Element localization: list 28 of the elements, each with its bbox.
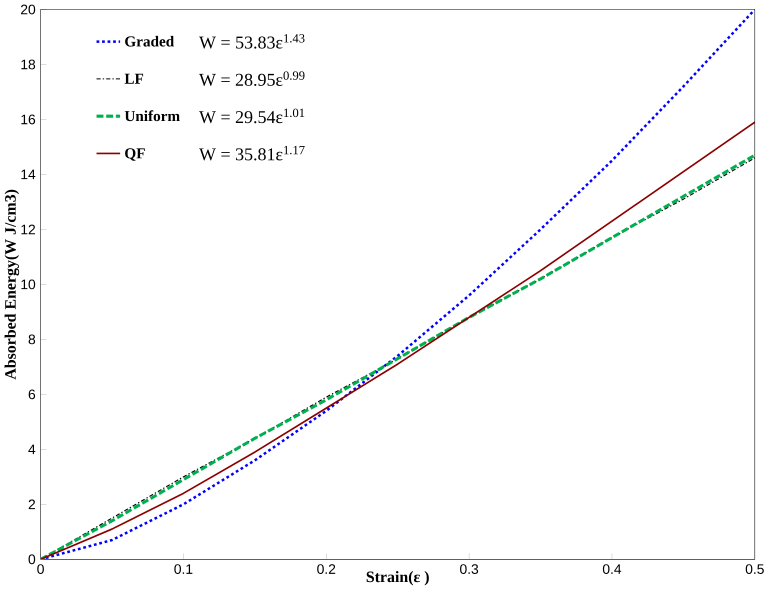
x-tick-label: 0 [37, 564, 44, 574]
x-axis-title: Strain(ε ) [366, 571, 429, 586]
y-tick-label: 2 [28, 499, 36, 510]
y-axis-title: Absorbed Energy(W J/cm3) [4, 190, 20, 380]
y-tick-label: 4 [28, 444, 36, 454]
y-tick-label: 6 [28, 389, 36, 400]
annotation: W = 35.81ε$^{1.17}$ [199, 146, 305, 160]
legend-label: Uniform [124, 110, 180, 122]
legend-label: LF [124, 74, 144, 84]
x-tick-label: 0.2 [317, 564, 336, 574]
legend-label: QF [125, 148, 145, 161]
annotation: W = 28.95ε$^{0.99}$ [199, 71, 304, 86]
y-tick-label: 0 [28, 554, 36, 564]
legend-label: Graded [125, 36, 174, 47]
line-series [40, 9, 755, 560]
y-tick-label: 8 [28, 334, 36, 344]
x-tick-label: 0.5 [746, 564, 764, 574]
y-tick-label: 10 [21, 279, 36, 290]
x-tick-label: 0.3 [460, 564, 478, 574]
x-tick-label: 0.4 [602, 564, 622, 574]
x-tick-label: 0.1 [174, 564, 192, 574]
y-tick-label: 14 [21, 170, 36, 180]
y-tick-label: 12 [21, 224, 36, 234]
annotation: W = 29.54ε$^{1.01}$ [199, 108, 304, 124]
y-tick-label: 18 [21, 60, 36, 70]
y-tick-label: 20 [21, 4, 36, 14]
y-tick-label: 16 [21, 114, 36, 124]
annotation: W = 53.83ε$^{1.43}$ [199, 34, 305, 49]
